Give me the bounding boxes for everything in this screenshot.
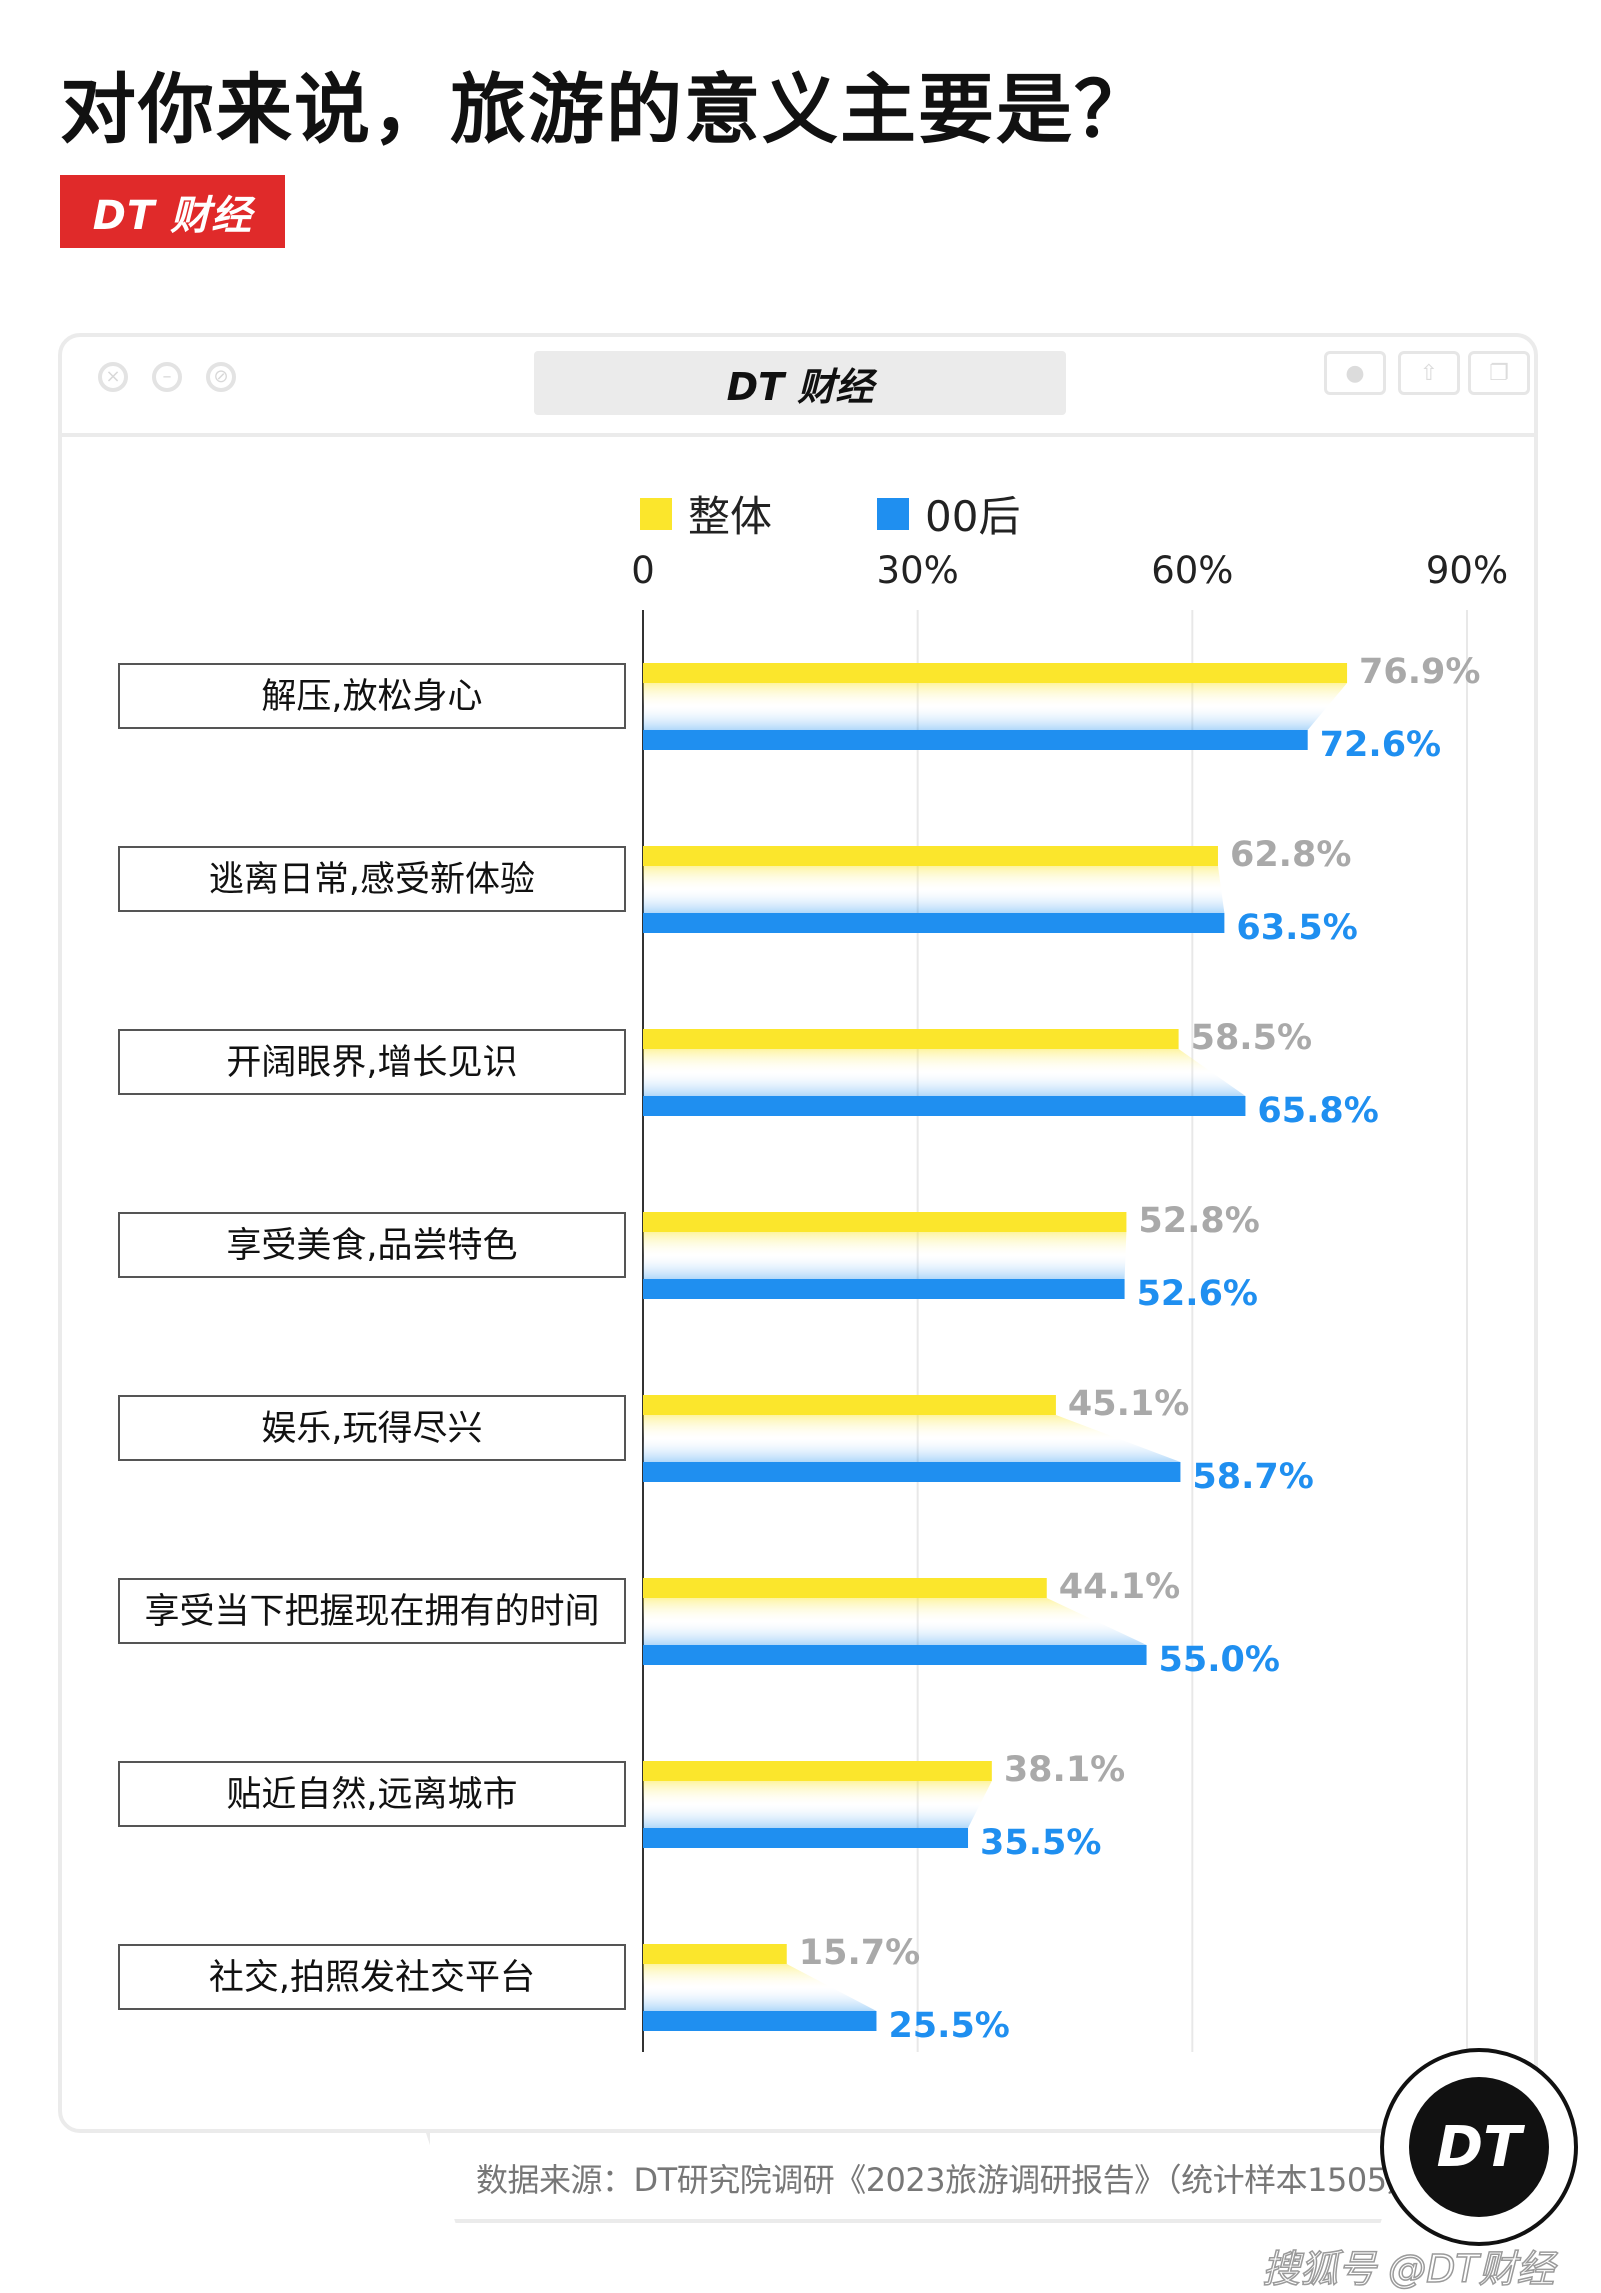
dt-logo-mark: DT [1409, 2077, 1549, 2217]
data-label-overall: 76.9% [1359, 652, 1480, 692]
data-label-overall: 45.1% [1068, 1384, 1189, 1424]
category-label: 逃离日常,感受新体验 [209, 860, 535, 900]
window-title: DT 财经 [534, 351, 1066, 415]
data-label-00: 72.6% [1320, 725, 1441, 765]
category-label: 解压,放松身心 [261, 677, 482, 717]
x-tick-label: 60% [1151, 549, 1233, 592]
source-note: 数据来源：DT研究院调研《2023旅游调研报告》（统计样本1505） [476, 2161, 1419, 2199]
category-label: 享受当下把握现在拥有的时间 [144, 1592, 599, 1632]
bar-overall [643, 1395, 1056, 1415]
bar-connector [643, 1415, 1181, 1462]
bar-overall [643, 1212, 1127, 1232]
bar-00 [643, 913, 1225, 933]
category-box [118, 663, 626, 729]
dt-logo: DT [1380, 2048, 1578, 2246]
data-label-overall: 44.1% [1059, 1567, 1180, 1607]
x-tick-label: 30% [877, 549, 959, 592]
bar-00 [643, 1645, 1147, 1665]
legend-swatch-overall [640, 497, 672, 530]
bar-connector [643, 683, 1348, 730]
bar-overall [643, 1761, 992, 1781]
data-label-00: 25.5% [888, 2006, 1009, 2046]
data-label-00: 65.8% [1257, 1091, 1378, 1131]
legend-swatch-00 [877, 497, 909, 530]
legend-label-00: 00后 [925, 492, 1021, 541]
bar-overall [643, 1944, 787, 1964]
data-label-overall: 38.1% [1004, 1750, 1125, 1790]
category-box [118, 1761, 626, 1827]
bar-connector [643, 866, 1225, 913]
data-label-00: 58.7% [1192, 1457, 1313, 1497]
data-label-00: 35.5% [980, 1823, 1101, 1863]
bar-connector [643, 1964, 877, 2011]
bar-overall [643, 1029, 1179, 1049]
category-box [118, 1944, 626, 2010]
close-icon[interactable]: × [98, 362, 128, 392]
bar-00 [643, 730, 1308, 750]
data-label-00: 55.0% [1159, 1640, 1280, 1680]
category-box [118, 1578, 626, 1644]
bar-overall [643, 663, 1348, 683]
legend-item-overall: 整体 [640, 483, 772, 544]
bar-connector [643, 1232, 1127, 1279]
category-label: 开阔眼界,增长见识 [226, 1043, 517, 1083]
category-label: 享受美食,品尝特色 [226, 1226, 517, 1266]
category-box [118, 1212, 626, 1278]
window-title-bar: × – ⊘ DT 财经 ● ⇧ ❐ [62, 337, 1534, 437]
bar-overall [643, 1578, 1047, 1598]
data-label-overall: 58.5% [1191, 1018, 1312, 1058]
data-label-overall: 52.8% [1138, 1201, 1259, 1241]
block-icon[interactable]: ⊘ [206, 362, 236, 392]
record-icon[interactable]: ● [1324, 351, 1386, 395]
category-box [118, 1395, 626, 1461]
bar-00 [643, 1462, 1181, 1482]
x-tick-label: 90% [1426, 549, 1508, 592]
bar-connector [643, 1598, 1147, 1645]
share-icon[interactable]: ⇧ [1398, 351, 1460, 395]
bar-00 [643, 1279, 1125, 1299]
data-label-00: 63.5% [1236, 908, 1357, 948]
minimize-icon[interactable]: – [152, 362, 182, 392]
bar-00 [643, 1096, 1246, 1116]
category-box [118, 1029, 626, 1095]
category-label: 社交,拍照发社交平台 [209, 1958, 535, 1998]
bar-00 [643, 1828, 969, 1848]
x-tick-label: 0 [631, 549, 655, 592]
credit-watermark: 搜狐号 @DT财经 [1261, 2246, 1555, 2292]
brand-logo-tag: DT 财经 [60, 175, 285, 248]
data-label-00: 52.6% [1137, 1274, 1258, 1314]
bar-connector [643, 1781, 992, 1828]
legend-label-overall: 整体 [688, 492, 773, 541]
category-label: 贴近自然,远离城市 [226, 1775, 517, 1815]
bar-overall [643, 846, 1218, 866]
data-label-overall: 62.8% [1230, 835, 1351, 875]
bar-connector [643, 1049, 1246, 1096]
category-label: 娱乐,玩得尽兴 [261, 1409, 482, 1449]
legend-item-00: 00后 [877, 483, 1020, 544]
data-label-overall: 15.7% [799, 1933, 920, 1973]
copy-icon[interactable]: ❐ [1468, 351, 1530, 395]
bar-00 [643, 2011, 877, 2031]
category-box [118, 846, 626, 912]
page-title: 对你来说，旅游的意义主要是？ [60, 65, 1152, 154]
